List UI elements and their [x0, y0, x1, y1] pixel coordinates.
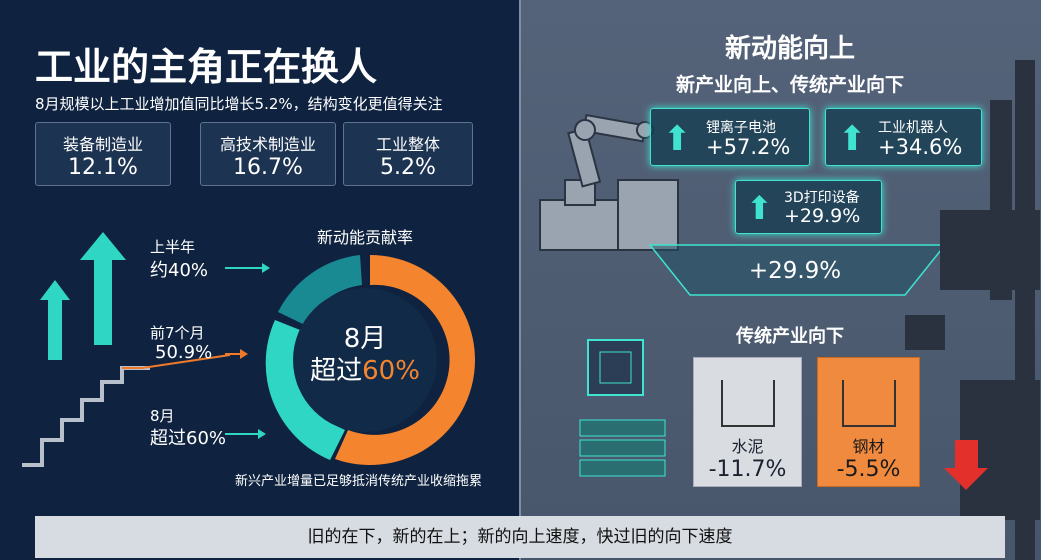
donut-segment: [265, 320, 345, 460]
step-value: 50.9%: [155, 342, 213, 363]
chip: [579, 339, 666, 477]
step-period: 前7个月: [150, 324, 205, 342]
footnote: 新兴产业增量已足够抵消传统产业收缩拖累: [235, 474, 483, 489]
step-value: 超过60%: [150, 428, 227, 449]
up-value: +29.9%: [784, 205, 861, 227]
arrow: [80, 232, 126, 345]
stat-label: 高技术制造业: [219, 135, 316, 154]
down-arrow: [944, 440, 988, 490]
up-icon: ⬆: [838, 119, 867, 159]
donut-hole: [293, 288, 437, 432]
up-value: +57.2%: [706, 135, 791, 159]
up-label: 工业机器人: [878, 120, 948, 136]
robot-arm: [539, 113, 679, 251]
steel-icon: [841, 380, 896, 427]
stat-card: 工业整体 5.2%: [343, 122, 473, 186]
up-icon: ⬆: [746, 189, 773, 227]
donut-center: 8月: [343, 324, 387, 354]
staircase-line: [122, 354, 231, 369]
donut-title: 新动能贡献率: [316, 228, 413, 247]
step-period: 上半年: [150, 238, 196, 256]
title: 工业的主角正在换人: [35, 45, 378, 89]
up-card: ⬆ 锂离子电池 +57.2%: [650, 108, 810, 166]
donut-segment: [278, 255, 362, 325]
band-value: +29.9%: [748, 258, 842, 284]
down-label: 钢材: [852, 437, 885, 456]
cement-icon: [720, 380, 775, 427]
arrow: [40, 280, 70, 360]
stat-card: 装备制造业 12.1%: [35, 122, 171, 186]
subtitle: 8月规模以上工业增加值同比增长5.2%，结构变化更值得关注: [35, 95, 443, 113]
step-period: 8月: [150, 407, 175, 425]
up-icon: ⬆: [663, 119, 692, 159]
stat-value: 16.7%: [233, 155, 303, 180]
banner: 旧的在下，新的在上；新的向上速度，快过旧的向下速度: [35, 516, 1005, 558]
down-value: -5.5%: [836, 457, 901, 482]
stat-label: 工业整体: [375, 135, 440, 154]
up-label: 锂离子电池: [706, 120, 776, 136]
stat-label: 装备制造业: [62, 135, 143, 154]
down-value: -11.7%: [708, 457, 787, 482]
donut-prefix: 超过: [310, 356, 363, 386]
pointer-head: [258, 429, 266, 439]
down-card: 钢材 -5.5%: [817, 357, 920, 487]
right-title: 新动能向上: [724, 34, 855, 64]
up-label: 3D打印设备: [784, 190, 860, 206]
down-card: 水泥 -11.7%: [693, 357, 802, 487]
staircase: [22, 366, 150, 467]
donut-center: 超过60%: [285, 350, 445, 387]
up-value: +34.6%: [878, 135, 963, 159]
down-label: 水泥: [731, 437, 764, 456]
factory: [905, 60, 1040, 560]
stat-card: 高技术制造业 16.7%: [200, 122, 336, 186]
step-value: 约40%: [150, 260, 209, 281]
donut-value: 60%: [362, 356, 420, 386]
pointer-head: [262, 263, 270, 273]
stat-value: 5.2%: [380, 155, 436, 180]
pointer-head: [240, 349, 248, 359]
stat-value: 12.1%: [68, 155, 138, 180]
band: [648, 244, 947, 296]
up-card: ⬆ 工业机器人 +34.6%: [825, 108, 982, 166]
up-card: ⬆ 3D打印设备 +29.9%: [735, 180, 882, 234]
down-title: 传统产业向下: [736, 326, 844, 347]
donut-segment: [335, 255, 475, 465]
right-subtitle: 新产业向上、传统产业向下: [675, 74, 904, 96]
